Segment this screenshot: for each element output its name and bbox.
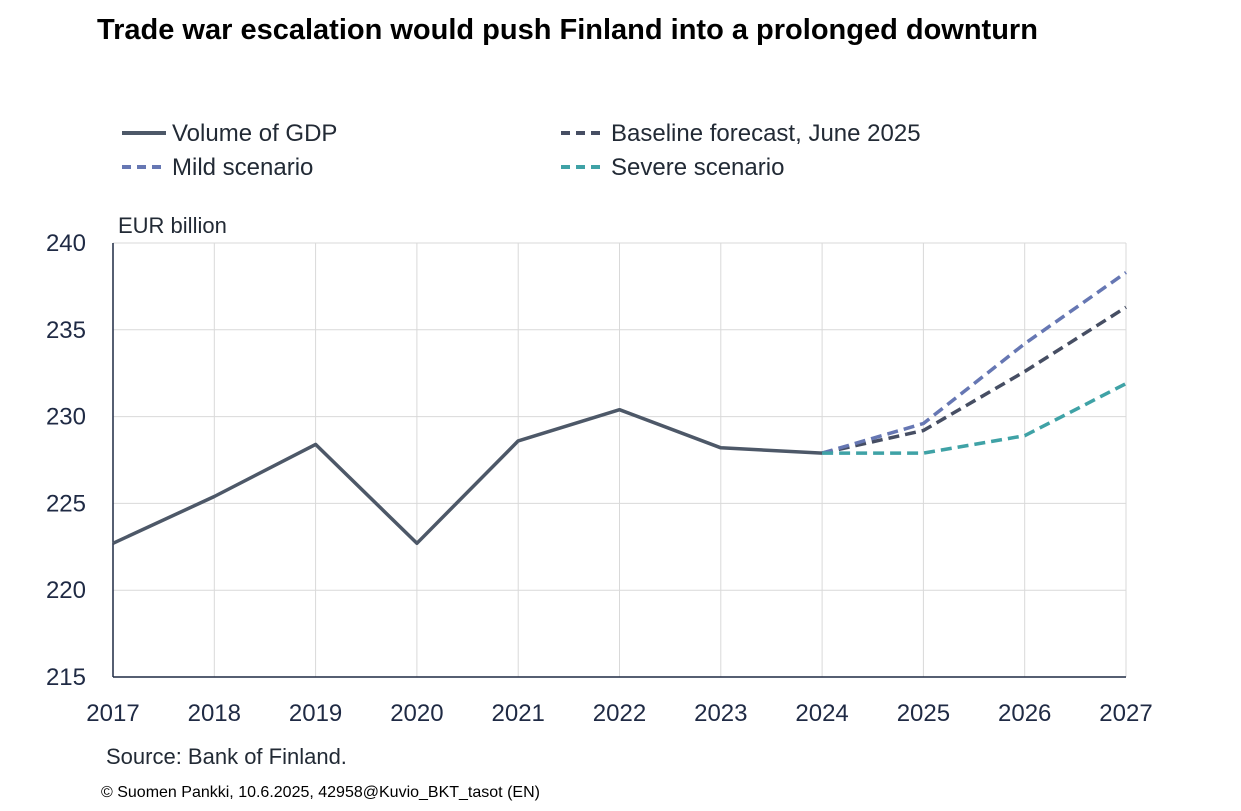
legend-label: Volume of GDP xyxy=(172,120,337,147)
y-tick-label: 215 xyxy=(46,664,86,691)
y-tick-label: 240 xyxy=(46,230,86,257)
series-layer xyxy=(112,271,1128,546)
series-line-mild-scenario xyxy=(821,271,1128,455)
series-line-baseline-forecast-june-2025 xyxy=(821,305,1127,455)
x-axis-ticks: 2017 2018 2019 2020 2021 2022 2023 2024 2025 2026… xyxy=(86,700,1152,727)
x-tick-label: 2022 xyxy=(593,700,646,727)
copyright-note: © Suomen Pankki, 10.6.2025, 42958@Kuvio_… xyxy=(101,784,540,801)
source-note: Source: Bank of Finland. xyxy=(106,744,347,769)
x-tick-label: 2023 xyxy=(694,700,747,727)
x-tick-label: 2026 xyxy=(998,700,1051,727)
y-tick-label: 235 xyxy=(46,317,86,344)
legend-label: Mild scenario xyxy=(172,154,313,181)
x-tick-label: 2027 xyxy=(1099,700,1152,727)
gridlines xyxy=(113,242,1127,677)
chart-title: Trade war escalation would push Finland … xyxy=(97,14,1038,46)
x-tick-label: 2017 xyxy=(86,700,139,727)
x-tick-label: 2021 xyxy=(492,700,545,727)
series-line-volume-of-gdp xyxy=(112,407,823,546)
x-tick-label: 2020 xyxy=(390,700,443,727)
x-tick-label: 2024 xyxy=(795,700,848,727)
y-tick-label: 220 xyxy=(46,577,86,604)
y-tick-label: 225 xyxy=(46,490,86,517)
axes xyxy=(112,243,1126,678)
y-axis-ticks: 215 220 225 230 235 240 xyxy=(46,230,86,691)
x-tick-label: 2018 xyxy=(188,700,241,727)
y-tick-label: 230 xyxy=(46,404,86,431)
legend-label: Baseline forecast, June 2025 xyxy=(611,120,921,147)
legend-label: Severe scenario xyxy=(611,154,784,181)
y-axis-unit-label: EUR billion xyxy=(118,213,227,238)
series-line-severe-scenario xyxy=(822,382,1127,455)
x-tick-label: 2025 xyxy=(897,700,950,727)
x-tick-label: 2019 xyxy=(289,700,342,727)
legend: Volume of GDP Baseline forecast, June 202… xyxy=(122,120,921,181)
